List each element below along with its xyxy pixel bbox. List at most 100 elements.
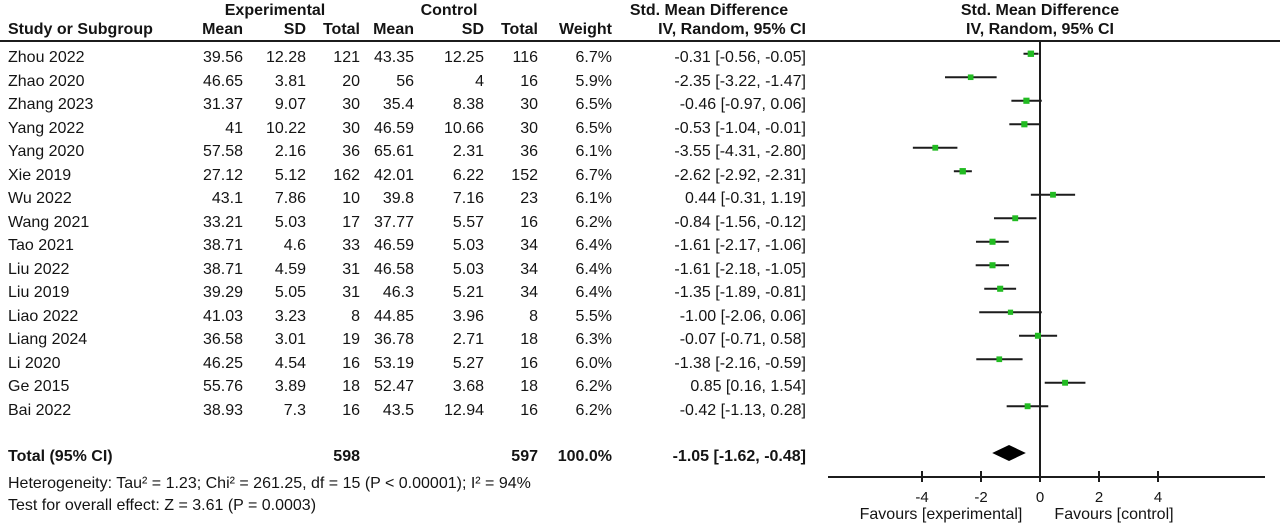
- total-ctl-cell: 34: [520, 260, 538, 278]
- sd-exp-cell: 4.59: [274, 260, 306, 278]
- study-row: Liao 2022 41.03 3.23 8 44.85 3.96 8 5.5% -1.00 […: [0, 305, 806, 329]
- header-ci: IV, Random, 95% CI: [658, 21, 806, 38]
- study-row: Yang 2022 41 10.22 30 46.59 10.66 30 6.5% -0.53 …: [0, 117, 806, 141]
- effect-marker: [1050, 191, 1056, 198]
- summary-diamond: [992, 445, 1026, 461]
- total-exp-cell: 8: [351, 307, 360, 325]
- header-total-exp: Total: [322, 21, 360, 38]
- sd-exp-cell: 3.01: [274, 331, 306, 348]
- effect-marker: [1021, 121, 1028, 128]
- mean-ctl-cell: 36.78: [373, 331, 414, 348]
- total-row: Total (95% CI) 598 597 100.0% -1.05 [-1.…: [0, 445, 806, 469]
- total-ci: -1.05 [-1.62, -0.48]: [672, 448, 806, 465]
- plot-title: Std. Mean Difference: [960, 2, 1120, 19]
- study-row: Zhao 2020 46.65 3.81 20 56 4 16 5.9% -2.35 [-3.2…: [0, 70, 806, 94]
- mean-exp-cell: 55.76: [202, 378, 243, 395]
- sd-ctl-cell: 5.57: [452, 213, 484, 231]
- mean-ctl-cell: 46.58: [373, 260, 414, 278]
- header-study: Study or Subgroup: [8, 21, 153, 38]
- effect-marker: [1012, 215, 1019, 222]
- mean-ctl-cell: 44.85: [373, 307, 414, 325]
- ci-cell: 0.44 [-0.31, 1.19]: [685, 190, 806, 207]
- weight-cell: 6.7%: [575, 166, 612, 184]
- mean-exp-cell: 46.65: [202, 72, 243, 90]
- study-row: Wang 2021 33.21 5.03 17 37.77 5.57 16 6.2% -0.84…: [0, 211, 806, 235]
- overall-effect-text: Test for overall effect: Z = 3.61 (P = 0…: [8, 497, 317, 514]
- table-header-row: Study or Subgroup Mean SD Total Mean SD …: [0, 20, 806, 39]
- total-exp-cell: 33: [342, 237, 360, 254]
- total-exp-cell: 30: [342, 96, 360, 113]
- total-ctl-cell: 16: [520, 354, 538, 372]
- ci-cell: -1.61 [-2.17, -1.06]: [674, 237, 806, 254]
- weight-cell: 6.2%: [575, 213, 612, 231]
- mean-exp-cell: 41: [225, 119, 243, 137]
- total-exp-cell: 16: [342, 354, 360, 372]
- sd-ctl-cell: 8.38: [452, 96, 484, 113]
- mean-ctl-cell: 46.59: [373, 237, 414, 254]
- total-ctl-cell: 36: [520, 143, 538, 160]
- axis-tick-label: 2: [1095, 489, 1103, 506]
- sd-exp-cell: 3.23: [274, 307, 306, 325]
- total-ctl-cell: 34: [520, 284, 538, 301]
- total-ctl-cell: 16: [520, 72, 538, 90]
- total-exp-cell: 16: [342, 401, 360, 419]
- mean-exp-cell: 31.37: [202, 96, 243, 113]
- study-name: Li 2020: [8, 354, 61, 372]
- sd-ctl-cell: 4: [475, 72, 484, 90]
- effect-marker: [1027, 50, 1035, 57]
- header-sd-ctl: SD: [461, 21, 484, 38]
- weight-cell: 6.5%: [575, 96, 612, 113]
- sd-ctl-cell: 12.25: [443, 49, 484, 66]
- mean-exp-cell: 33.21: [202, 213, 243, 231]
- total-ctl-cell: 18: [520, 378, 538, 395]
- total-ctl-cell: 30: [520, 119, 538, 137]
- study-row: Liu 2019 39.29 5.05 31 46.3 5.21 34 6.4% -1.35 […: [0, 281, 806, 305]
- axis-tick-label: 0: [1036, 489, 1044, 506]
- sd-ctl-cell: 2.31: [452, 143, 484, 160]
- header-total-ctl: Total: [500, 21, 538, 38]
- mean-exp-cell: 38.71: [202, 237, 243, 254]
- axis-tick-label: 4: [1154, 489, 1162, 506]
- favours-experimental-label: Favours [experimental]: [860, 506, 1023, 523]
- sd-ctl-cell: 3.68: [452, 378, 484, 395]
- study-row: Wu 2022 43.1 7.86 10 39.8 7.16 23 6.1% 0.44 [-0.…: [0, 187, 806, 211]
- sd-exp-cell: 5.12: [274, 166, 306, 184]
- sd-exp-cell: 7.3: [283, 401, 306, 419]
- effect-marker: [1062, 379, 1069, 386]
- sd-exp-cell: 3.81: [274, 72, 306, 90]
- effect-marker: [997, 285, 1004, 292]
- mean-ctl-cell: 56: [396, 72, 414, 90]
- mean-ctl-cell: 65.61: [373, 143, 414, 160]
- column-group-control: Control: [420, 2, 478, 19]
- total-ctl-cell: 152: [511, 166, 538, 184]
- mean-exp-cell: 38.93: [202, 401, 243, 419]
- ci-cell: -2.62 [-2.92, -2.31]: [674, 166, 806, 184]
- study-row: Yang 2020 57.58 2.16 36 65.61 2.31 36 6.1% -3.55…: [0, 140, 806, 164]
- mean-exp-cell: 46.25: [202, 354, 243, 372]
- mean-exp-cell: 39.56: [202, 49, 243, 66]
- total-ctl-cell: 116: [512, 49, 538, 66]
- total-exp-cell: 121: [333, 49, 360, 66]
- header-divider: [0, 40, 1280, 42]
- weight-cell: 6.4%: [575, 260, 612, 278]
- effect-marker: [932, 144, 939, 151]
- sd-ctl-cell: 6.22: [452, 166, 484, 184]
- study-name: Zhou 2022: [8, 49, 85, 66]
- total-exp-cell: 20: [342, 72, 360, 90]
- total-n-ctl: 597: [511, 448, 538, 465]
- effect-marker: [1007, 309, 1014, 315]
- sd-exp-cell: 3.89: [274, 378, 306, 395]
- study-rows: Zhou 2022 39.56 12.28 121 43.35 12.25 116 6.7% -…: [0, 46, 806, 422]
- weight-cell: 6.7%: [575, 49, 612, 66]
- sd-exp-cell: 4.6: [283, 237, 306, 254]
- axis-tick-label: -4: [915, 489, 928, 506]
- total-exp-cell: 19: [342, 331, 360, 348]
- weight-cell: 6.1%: [575, 143, 612, 160]
- column-group-experimental: Experimental: [224, 2, 326, 19]
- header-weight: Weight: [558, 21, 612, 38]
- column-group-smd: Std. Mean Difference: [629, 2, 789, 19]
- total-ctl-cell: 16: [520, 213, 538, 231]
- mean-ctl-cell: 46.3: [382, 284, 414, 301]
- sd-ctl-cell: 5.03: [452, 260, 484, 278]
